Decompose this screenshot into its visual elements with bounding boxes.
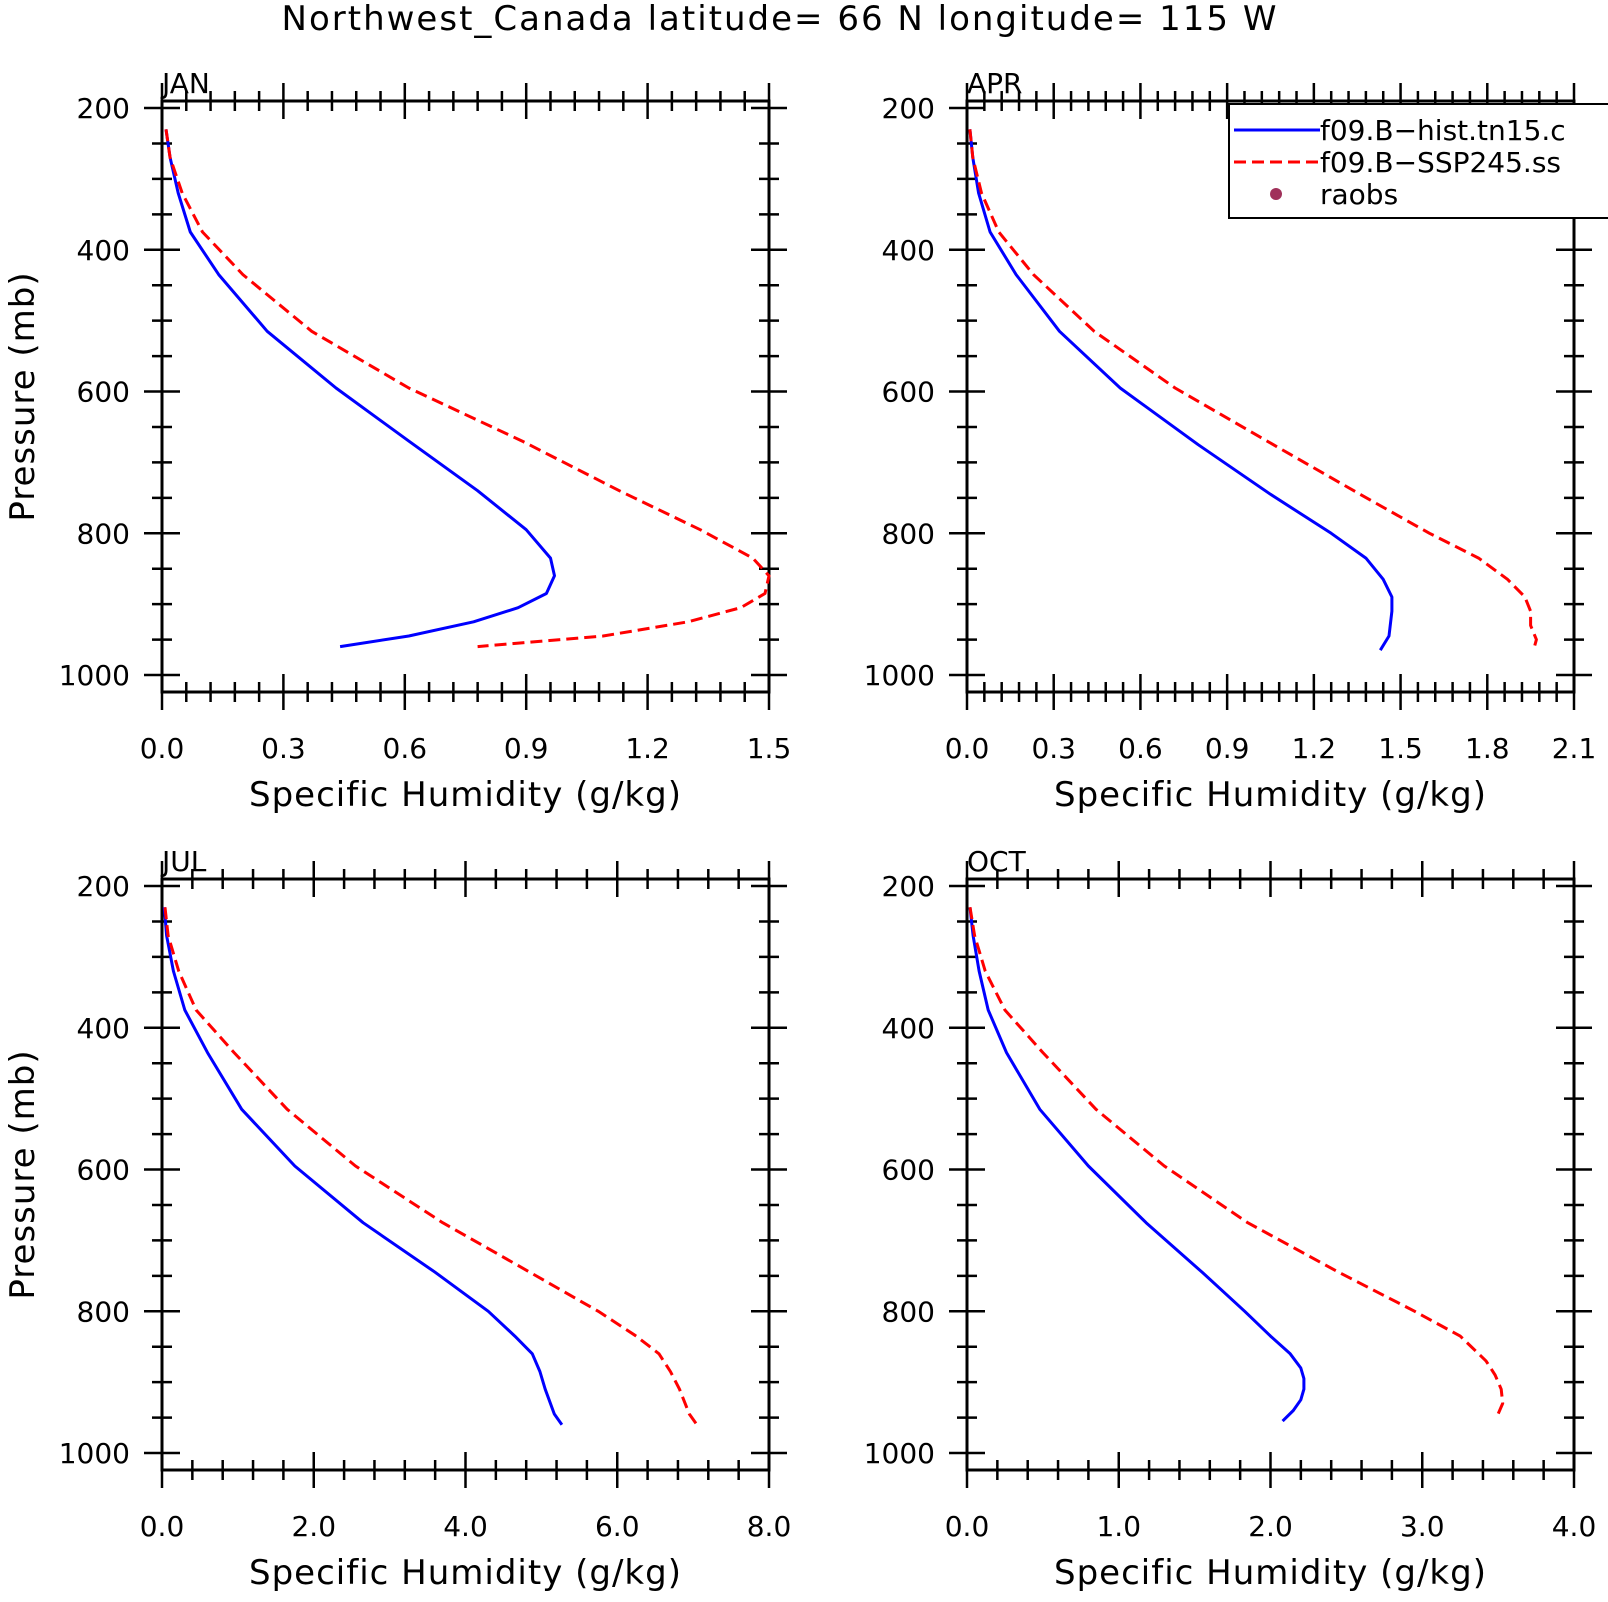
y-tick-label: 400 <box>882 234 935 267</box>
x-tick-label: 1.0 <box>1096 1510 1141 1543</box>
series-line-ssp245 <box>164 129 771 649</box>
series-line-hist <box>164 129 556 649</box>
y-tick-label: 200 <box>882 870 935 903</box>
plot-frame <box>965 877 1576 1472</box>
x-tick-label: 0.0 <box>140 732 185 765</box>
x-tick-label: 1.2 <box>1292 732 1337 765</box>
y-tick-label: 800 <box>882 1295 935 1328</box>
panel-label: JUL <box>160 845 207 878</box>
plot-frame <box>965 99 1576 694</box>
y-tick-label: 200 <box>882 92 935 125</box>
figure-title: Northwest_Canada latitude= 66 N longitud… <box>282 0 1279 39</box>
panel-label: JAN <box>160 67 210 100</box>
y-tick-label: 200 <box>77 92 130 125</box>
plot-frame <box>160 877 771 1472</box>
panel-jul: JUL 200 400 600 800 1000 0.0 2.0 4.0 6.0 8.0 Specif… <box>3 845 791 1593</box>
legend-label: f09.B−SSP245.ss <box>1320 146 1561 179</box>
y-tick-label: 600 <box>882 376 935 409</box>
x-tick-label: 8.0 <box>747 1510 792 1543</box>
plot-frame <box>160 99 771 694</box>
y-axis-label: Pressure (mb) <box>3 271 43 521</box>
x-axis-label: Specific Humidity (g/kg) <box>249 775 682 815</box>
x-tick-label: 1.8 <box>1465 732 1510 765</box>
y-tick-label: 800 <box>77 1295 130 1328</box>
series-line-hist <box>968 907 1306 1423</box>
series-line-ssp245 <box>968 907 1505 1415</box>
y-tick-label: 1000 <box>59 659 130 692</box>
y-tick-label: 800 <box>882 517 935 550</box>
x-tick-label: 2.0 <box>1248 1510 1293 1543</box>
y-tick-label: 600 <box>77 376 130 409</box>
panel-jan: JAN 200 400 600 800 1000 0.0 0.3 0.6 0.9 1.2 1.5 Spe… <box>3 67 791 815</box>
x-tick-label: 6.0 <box>595 1510 640 1543</box>
x-tick-label: 0.3 <box>1031 732 1076 765</box>
x-tick-label: 1.5 <box>747 732 792 765</box>
y-tick-label: 400 <box>77 234 130 267</box>
x-tick-label: 0.0 <box>945 1510 990 1543</box>
series-line-ssp245 <box>163 907 699 1426</box>
legend-label: f09.B−hist.tn15.c <box>1320 114 1566 147</box>
x-tick-label: 4.0 <box>1552 1510 1597 1543</box>
panel-apr: APR 200 400 600 800 1000 0.0 0.3 0.6 0.9 1.2 1.5 1.8… <box>864 67 1597 815</box>
y-tick-label: 400 <box>882 1012 935 1045</box>
x-tick-label: 1.5 <box>1378 732 1423 765</box>
x-axis-label: Specific Humidity (g/kg) <box>249 1553 682 1593</box>
legend-marker <box>1270 188 1282 200</box>
panel-label: APR <box>967 67 1023 100</box>
y-tick-label: 400 <box>77 1012 130 1045</box>
x-tick-label: 0.9 <box>1205 732 1250 765</box>
x-tick-label: 0.9 <box>504 732 549 765</box>
y-tick-label: 800 <box>77 517 130 550</box>
y-tick-label: 1000 <box>864 659 935 692</box>
y-tick-label: 1000 <box>59 1437 130 1470</box>
x-tick-label: 0.6 <box>1118 732 1163 765</box>
x-axis-label: Specific Humidity (g/kg) <box>1054 775 1487 815</box>
series-line-ssp245 <box>968 129 1538 651</box>
y-tick-label: 200 <box>77 870 130 903</box>
x-tick-label: 4.0 <box>443 1510 488 1543</box>
x-tick-label: 0.0 <box>140 1510 185 1543</box>
x-tick-label: 1.2 <box>625 732 670 765</box>
legend-label: raobs <box>1320 178 1398 211</box>
y-axis-label: Pressure (mb) <box>3 1049 43 1299</box>
y-tick-label: 600 <box>77 1154 130 1187</box>
x-tick-label: 2.1 <box>1552 732 1597 765</box>
x-tick-label: 2.0 <box>291 1510 336 1543</box>
x-tick-label: 0.0 <box>945 732 990 765</box>
series-line-hist <box>968 129 1394 651</box>
x-tick-label: 0.3 <box>261 732 306 765</box>
y-tick-label: 600 <box>882 1154 935 1187</box>
x-tick-label: 3.0 <box>1400 1510 1445 1543</box>
x-tick-label: 0.6 <box>383 732 428 765</box>
x-axis-label: Specific Humidity (g/kg) <box>1054 1553 1487 1593</box>
y-tick-label: 1000 <box>864 1437 935 1470</box>
series-line-hist <box>162 907 564 1426</box>
